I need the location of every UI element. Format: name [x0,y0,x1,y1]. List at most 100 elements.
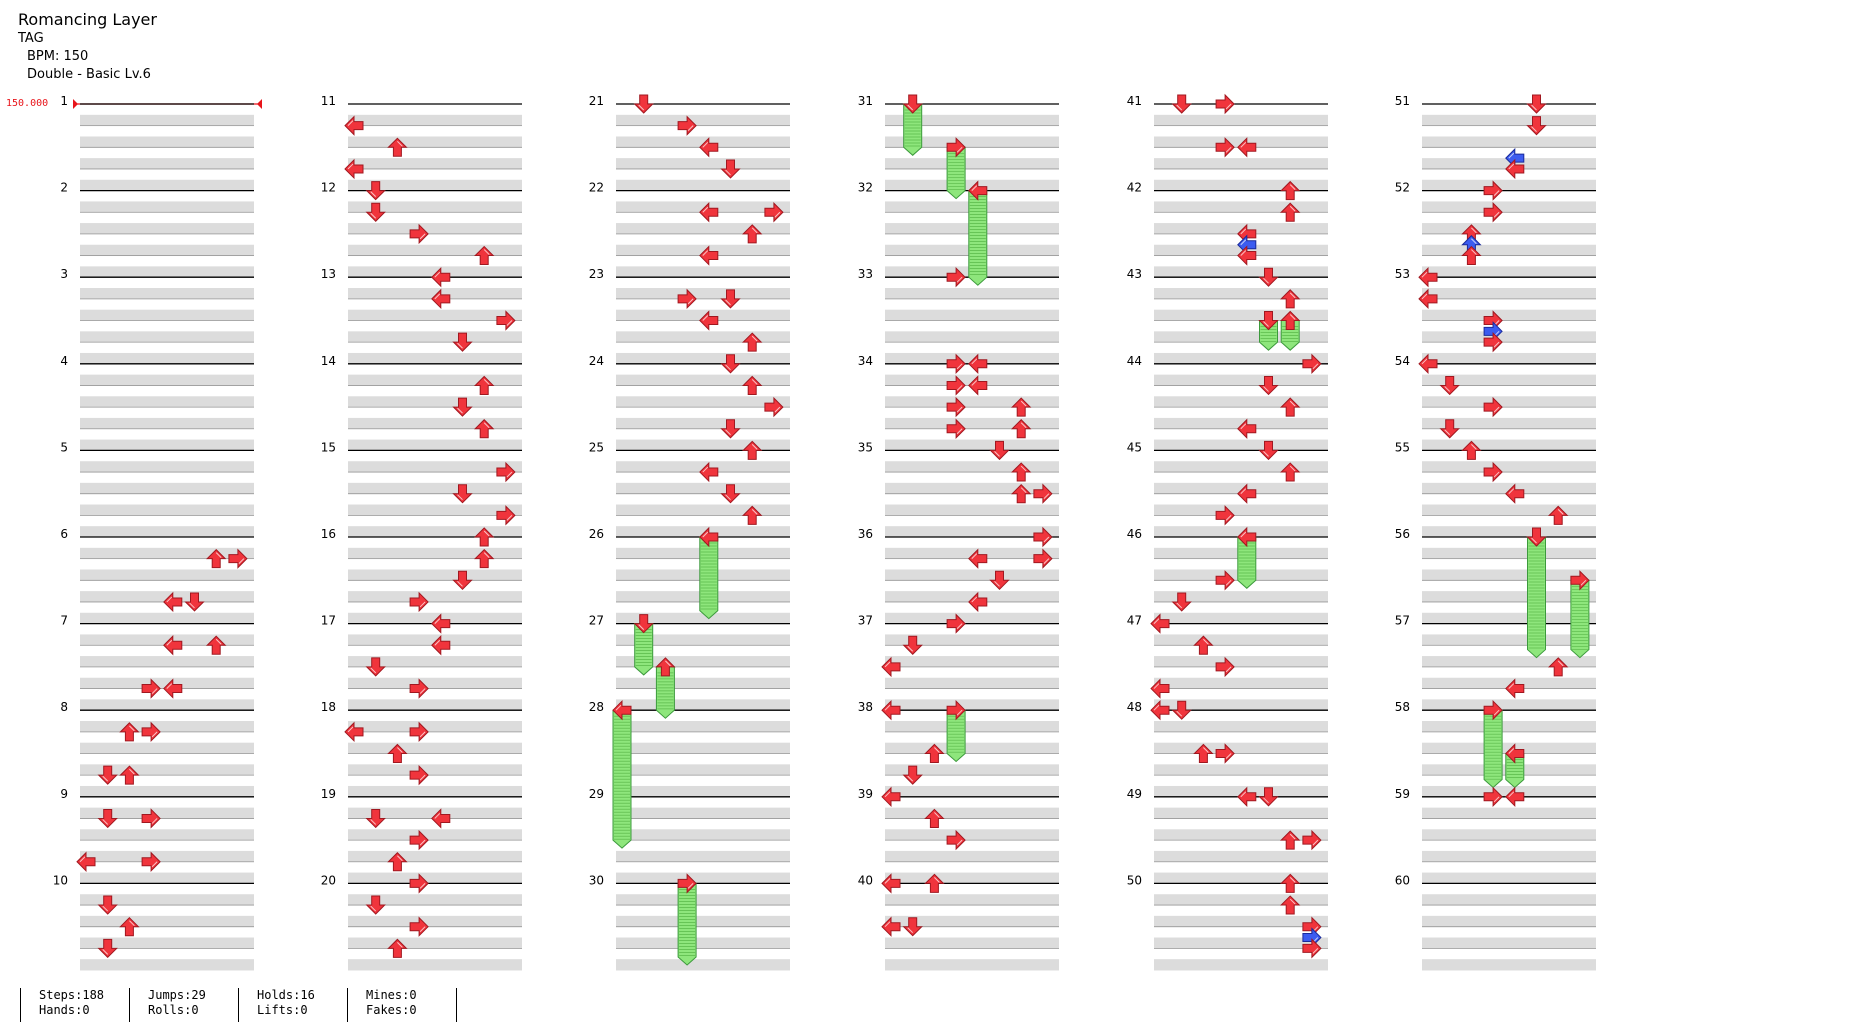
beat-band [1154,850,1328,863]
beat-band [80,482,254,495]
arrow-right-icon [946,375,966,396]
beat-band [348,504,522,516]
measure-number: 34 [858,354,873,368]
arrow-down-icon [1526,116,1547,136]
beat-band [885,612,1059,625]
arrow-down-icon [1171,700,1192,720]
arrow-down-icon [365,895,386,915]
beat-band [80,591,254,603]
beat-band [1422,179,1596,192]
arrow-left-icon [1505,743,1525,764]
beat-band [885,504,1059,516]
arrow-left-icon [431,808,451,829]
measure-10: 10 [53,873,254,971]
hold-note [968,190,988,286]
beat-band [80,612,254,625]
stat-value: Steps:188 [39,988,105,1002]
beat-band [1154,288,1328,300]
measure-number: 38 [858,700,873,714]
arrow-down-icon [97,765,118,785]
beat-band [348,829,522,841]
measure-number: 21 [589,94,604,108]
arrow-down-icon [720,354,741,374]
beat-band [348,656,522,668]
arrow-right-icon [946,396,966,418]
beat-band [1154,158,1328,170]
measure-number: 44 [1127,354,1142,368]
arrow-left-icon [881,873,901,894]
arrow-down-icon [720,419,741,439]
beat-band [80,331,254,343]
beat-band [1422,807,1596,819]
beat-band [348,439,522,451]
beat-band [348,482,522,495]
beat-band [1422,894,1596,906]
beat-band [1422,504,1596,516]
measure-number: 43 [1127,267,1142,281]
beat-band [348,569,522,581]
measure-number: 13 [321,267,336,281]
arrow-up-icon [205,635,227,655]
arrow-down-icon [902,635,923,655]
beat-band [885,959,1059,971]
arrow-right-icon [1215,743,1235,764]
stat-value: Hands:0 [39,1003,90,1017]
arrow-right-icon [946,829,966,851]
bpm-label: BPM: 150 [27,49,89,64]
arrow-right-icon [1302,353,1322,375]
measure-5: 5 [60,440,254,538]
arrow-left-icon [968,548,988,569]
measure-23: 23 [589,267,790,365]
arrow-left-icon [881,699,901,721]
arrow-left-icon [612,699,632,721]
arrow-down-icon [1258,787,1279,807]
arrow-up-icon [473,375,495,395]
arrow-left-icon [1418,266,1438,288]
measure-number: 9 [60,787,68,801]
beat-band [348,915,522,928]
beat-band [80,721,254,733]
beat-band [348,417,522,430]
measure-number: 56 [1395,527,1410,541]
beat-band [80,417,254,430]
beat-band [1422,872,1596,884]
beat-band [885,634,1059,646]
measure-number: 7 [60,614,68,628]
beat-band [885,439,1059,451]
measure-number: 52 [1395,181,1410,195]
measure-42: 42 [1127,181,1328,278]
stat-value: Lifts:0 [257,1003,308,1017]
beat-band [348,872,522,884]
arrow-up-icon [473,548,495,569]
arrow-up-icon [741,375,763,395]
beat-band [348,591,522,603]
arrow-down-icon [989,570,1010,591]
arrow-down-icon [365,202,386,222]
measure-35: 35 [858,440,1059,538]
beat-band [616,612,790,625]
measure-number: 46 [1127,527,1142,541]
stat-group-2: Jumps:29 Rolls:0 [129,988,238,1022]
arrow-right-icon [496,310,516,331]
measure-number: 35 [858,440,873,454]
measure-number: 16 [321,527,336,541]
beat-band [80,158,254,170]
beat-band [1422,417,1596,430]
arrow-right-icon [764,202,784,223]
arrow-up-icon [473,527,495,547]
beat-band [885,114,1059,127]
arrow-up-icon [1010,462,1032,482]
arrow-right-icon [141,808,161,829]
beat-band [616,959,790,971]
beat-band [1422,721,1596,733]
beat-band [1154,526,1328,538]
beat-band [1154,915,1328,928]
arrow-right-icon [1302,938,1322,959]
beat-band [80,764,254,776]
arrow-up-icon [1279,202,1301,222]
beat-band [348,266,522,278]
beat-band [1422,158,1596,170]
measure-29: 29 [589,787,790,884]
measure-4: 4 [60,354,254,451]
measure-number: 31 [858,94,873,108]
